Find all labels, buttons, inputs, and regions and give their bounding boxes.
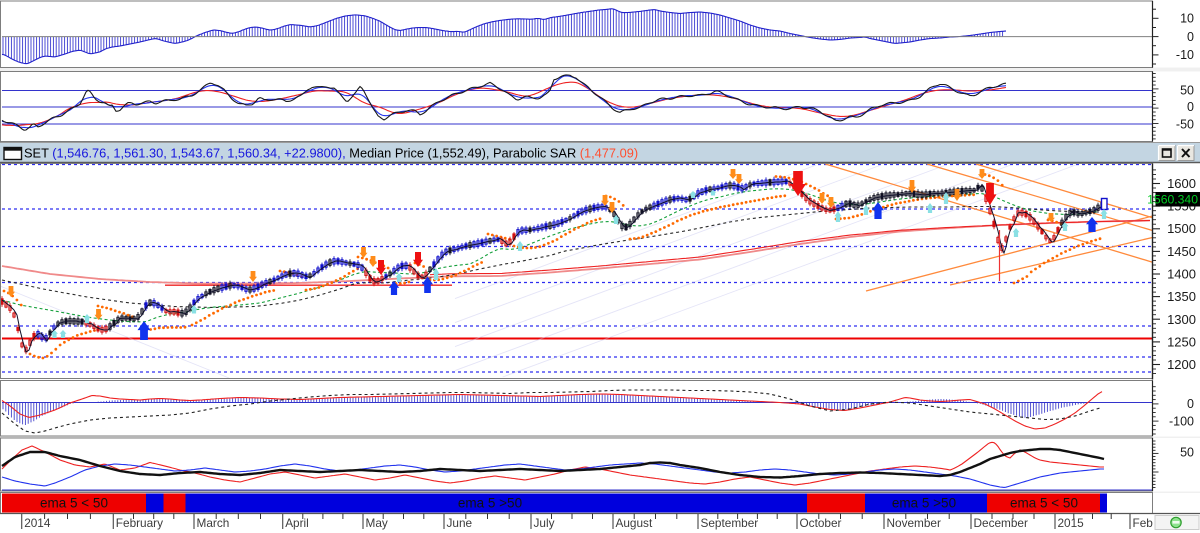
svg-text:0: 0 [1187, 30, 1194, 44]
svg-text:1350: 1350 [1167, 289, 1196, 304]
svg-text:October: October [800, 516, 842, 530]
svg-text:-50: -50 [1176, 117, 1194, 131]
svg-text:ema 5 >50: ema 5 >50 [458, 496, 522, 511]
svg-text:ema 5 < 50: ema 5 < 50 [1010, 496, 1078, 511]
svg-text:10: 10 [1180, 12, 1194, 26]
svg-text:April: April [285, 516, 309, 530]
svg-text:50: 50 [1180, 445, 1194, 459]
svg-text:1450: 1450 [1167, 244, 1196, 259]
svg-text:0: 0 [1187, 397, 1194, 411]
svg-text:50: 50 [1180, 84, 1194, 98]
svg-text:December: December [974, 516, 1028, 530]
svg-text:February: February [116, 516, 163, 530]
svg-text:1250: 1250 [1167, 334, 1196, 349]
svg-text:-10: -10 [1176, 48, 1194, 62]
svg-text:ema 5 < 50: ema 5 < 50 [40, 496, 108, 511]
svg-text:August: August [616, 516, 653, 530]
svg-text:July: July [534, 516, 555, 530]
svg-text:November: November [887, 516, 941, 530]
svg-text:SET (1,546.76, 1,561.30, 1,543: SET (1,546.76, 1,561.30, 1,543.67, 1,560… [24, 146, 638, 161]
svg-text:2015: 2015 [1058, 516, 1085, 530]
svg-text:1500: 1500 [1167, 221, 1196, 236]
svg-text:1300: 1300 [1167, 312, 1196, 327]
svg-text:1400: 1400 [1167, 267, 1196, 282]
svg-text:ema 5 >50: ema 5 >50 [892, 496, 956, 511]
svg-text:-100: -100 [1169, 414, 1194, 428]
svg-text:May: May [366, 516, 388, 530]
svg-text:Feb: Feb [1133, 516, 1154, 530]
svg-text:0: 0 [1187, 100, 1194, 114]
svg-text:1200: 1200 [1167, 357, 1196, 372]
svg-text:2014: 2014 [24, 516, 51, 530]
svg-text:March: March [197, 516, 230, 530]
svg-text:September: September [701, 516, 759, 530]
svg-text:1600: 1600 [1167, 176, 1196, 191]
svg-text:June: June [447, 516, 473, 530]
svg-text:1560.340: 1560.340 [1147, 193, 1198, 207]
